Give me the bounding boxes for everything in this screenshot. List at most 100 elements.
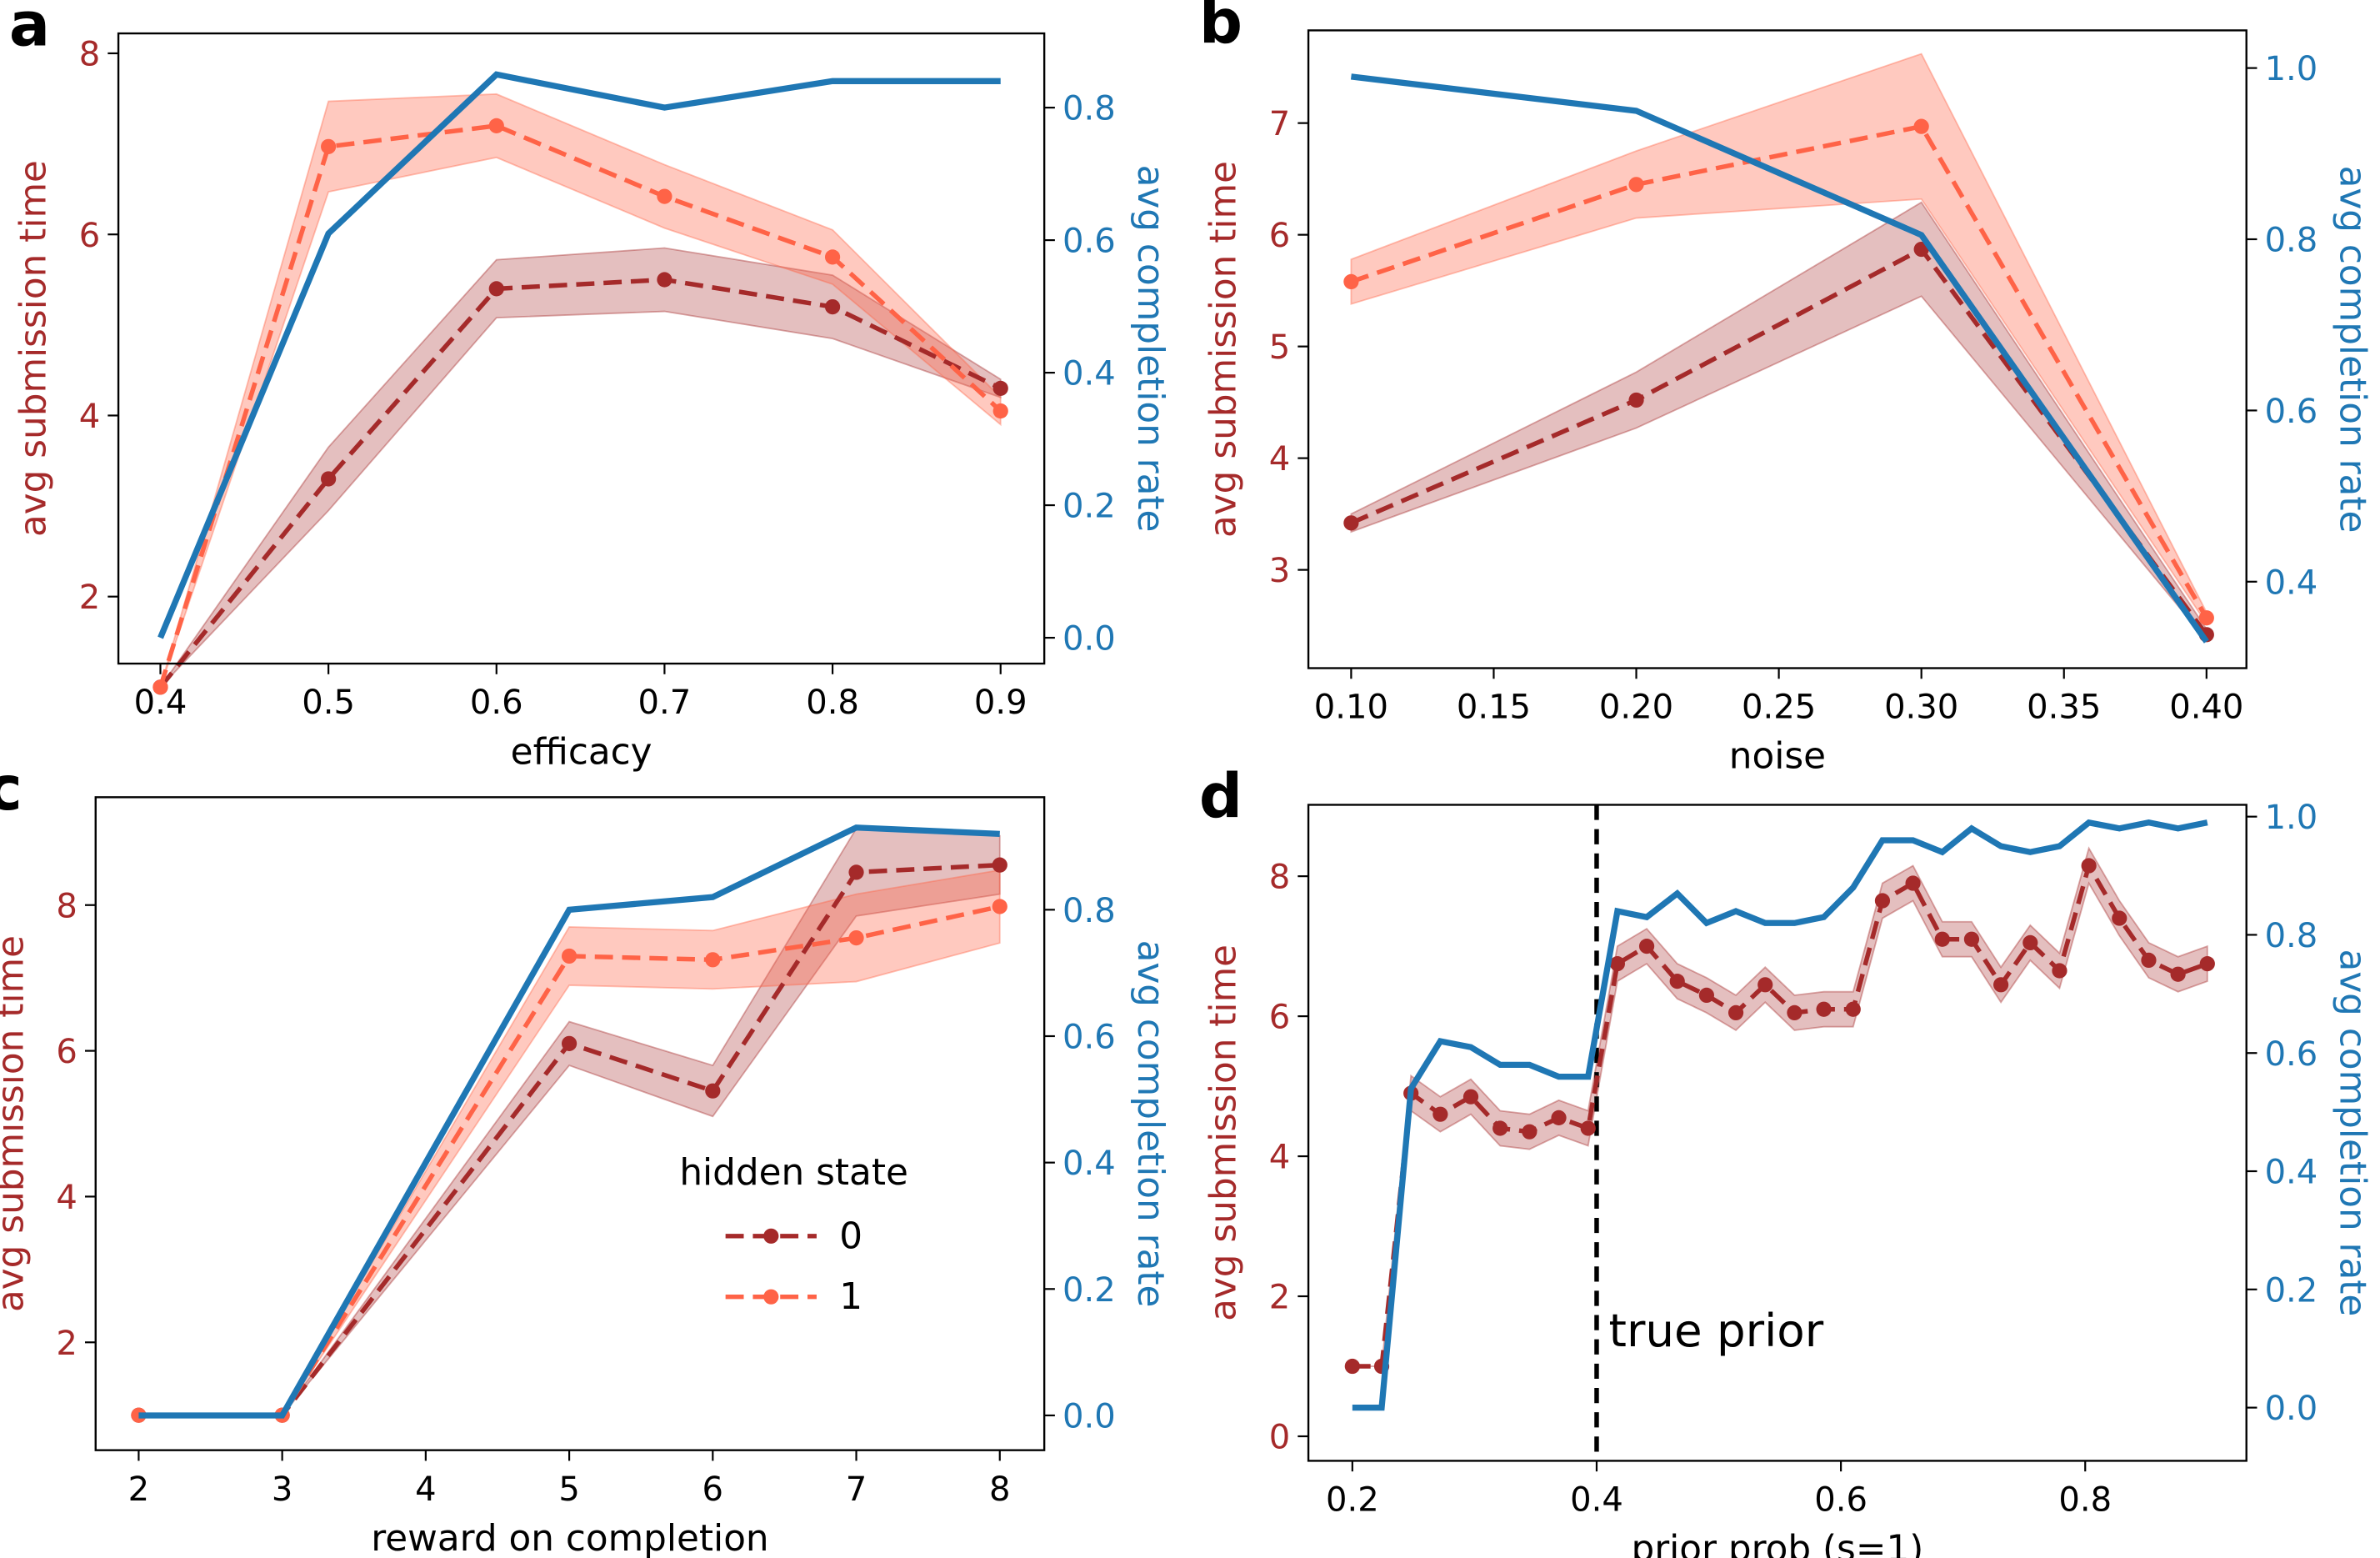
x-tick-label: 0.8 bbox=[2058, 1481, 2112, 1520]
subplot: c 2 3 4 5 6 7 8 2 4 6 8 0.0 0.2 0.4 0.6 0.8 reward on com… bbox=[0, 754, 1172, 1558]
marker bbox=[1913, 118, 1929, 134]
marker bbox=[1728, 1004, 1744, 1021]
x-axis-label: prior prob (s=1) bbox=[1631, 1528, 1923, 1558]
x-tick-label: 0.15 bbox=[1457, 689, 1531, 727]
marker bbox=[1758, 977, 1773, 993]
marker bbox=[1963, 931, 1980, 947]
y2-tick-label: 0.2 bbox=[2265, 1271, 2318, 1310]
y2-tick-label: 0.4 bbox=[2265, 564, 2318, 602]
marker bbox=[321, 471, 337, 487]
annotation: true prior bbox=[1609, 1304, 1824, 1357]
marker bbox=[992, 403, 1008, 419]
legend-title: hidden state bbox=[679, 1151, 908, 1194]
marker bbox=[1669, 974, 1685, 989]
y2-tick-label: 0.2 bbox=[1062, 1271, 1116, 1310]
x-tick-label: 0.35 bbox=[2027, 689, 2101, 727]
marker bbox=[1343, 273, 1359, 290]
y-tick-label: 3 bbox=[1269, 552, 1290, 590]
y-tick-label: 6 bbox=[1269, 217, 1290, 255]
y-tick-label: 2 bbox=[1269, 1279, 1290, 1317]
y-tick-label: 7 bbox=[1269, 105, 1290, 143]
panel-label: d bbox=[1199, 761, 1242, 832]
y-axis-label: avg submission time bbox=[12, 160, 55, 537]
marker bbox=[992, 380, 1008, 396]
y-tick-label: 8 bbox=[56, 887, 77, 925]
x-tick-label: 7 bbox=[846, 1470, 867, 1509]
legend-marker bbox=[763, 1289, 779, 1305]
x-tick-label: 0.20 bbox=[1599, 689, 1673, 727]
x-tick-label: 0.4 bbox=[1570, 1481, 1623, 1520]
marker bbox=[561, 1035, 578, 1051]
x-tick-label: 0.40 bbox=[2169, 689, 2243, 727]
y-tick-label: 2 bbox=[56, 1325, 77, 1363]
y2-tick-label: 0.4 bbox=[1062, 355, 1116, 393]
x-tick-label: 0.30 bbox=[1884, 689, 1958, 727]
line bbox=[1350, 73, 2209, 644]
marker bbox=[1343, 515, 1359, 531]
x-axis-label: noise bbox=[1729, 735, 1826, 778]
marker bbox=[1492, 1120, 1508, 1136]
marker bbox=[1551, 1110, 1567, 1125]
marker bbox=[2198, 610, 2214, 626]
y-tick-label: 6 bbox=[1269, 999, 1290, 1037]
marker bbox=[1580, 1120, 1596, 1136]
y-tick-label: 6 bbox=[79, 217, 100, 255]
x-tick-label: 2 bbox=[128, 1470, 149, 1509]
panel-label: a bbox=[9, 0, 50, 61]
y-axis-label: avg submission time bbox=[0, 935, 32, 1312]
marker bbox=[2112, 910, 2128, 926]
panel-label: b bbox=[1199, 0, 1242, 58]
marker bbox=[561, 948, 578, 964]
marker bbox=[1638, 939, 1655, 954]
y2-tick-label: 0.8 bbox=[1062, 892, 1116, 930]
marker bbox=[992, 899, 1008, 914]
marker bbox=[2022, 934, 2038, 951]
y2-tick-label: 0.0 bbox=[1062, 1398, 1116, 1436]
x-tick-label: 0.4 bbox=[134, 684, 188, 722]
line bbox=[158, 71, 1001, 639]
y-tick-label: 6 bbox=[56, 1033, 77, 1071]
y2-axis-label: avg completion rate bbox=[1129, 940, 1172, 1308]
marker bbox=[1609, 956, 1625, 972]
y2-tick-label: 0.4 bbox=[1062, 1145, 1116, 1183]
line bbox=[138, 824, 1000, 1419]
x-tick-label: 4 bbox=[415, 1470, 436, 1509]
marker bbox=[824, 249, 841, 265]
panel-label: c bbox=[0, 754, 22, 824]
y2-tick-label: 1.0 bbox=[2265, 50, 2318, 88]
x-tick-label: 0.7 bbox=[638, 684, 692, 722]
x-tick-label: 0.10 bbox=[1314, 689, 1388, 727]
x-axis-label: reward on completion bbox=[371, 1517, 768, 1558]
x-tick-label: 0.25 bbox=[1742, 689, 1816, 727]
marker bbox=[705, 952, 721, 968]
subplot: b 0.10 0.15 0.20 0.25 0.30 0.35 0.40 3 4 5 6 7 0.4 0.6… bbox=[1199, 0, 2374, 778]
y2-axis-label: avg completion rate bbox=[2332, 949, 2374, 1317]
marker bbox=[657, 188, 672, 204]
y2-axis-label: avg completion rate bbox=[2332, 166, 2374, 534]
y-axis-label: avg submission time bbox=[1202, 161, 1245, 538]
x-axis-label: efficacy bbox=[511, 730, 652, 773]
marker bbox=[1816, 1001, 1832, 1017]
marker bbox=[1628, 177, 1644, 193]
x-tick-label: 0.2 bbox=[1326, 1481, 1379, 1520]
y2-tick-label: 0.0 bbox=[2265, 1390, 2318, 1428]
y-tick-label: 4 bbox=[1269, 1139, 1290, 1177]
dashed-line bbox=[158, 277, 1002, 689]
marker bbox=[1993, 977, 2009, 993]
y2-tick-label: 0.6 bbox=[2265, 393, 2318, 431]
y2-tick-label: 0.0 bbox=[1062, 620, 1116, 659]
dashed-line bbox=[1350, 246, 2209, 636]
marker bbox=[705, 1083, 721, 1099]
y2-tick-label: 0.8 bbox=[1062, 90, 1116, 128]
error-band bbox=[159, 93, 1002, 688]
marker bbox=[992, 857, 1008, 873]
x-tick-label: 5 bbox=[558, 1470, 579, 1509]
legend-label: 0 bbox=[839, 1215, 862, 1257]
marker bbox=[848, 864, 864, 880]
marker bbox=[824, 298, 841, 315]
y-tick-label: 4 bbox=[1269, 440, 1290, 478]
y-tick-label: 5 bbox=[1269, 328, 1290, 367]
y-tick-label: 0 bbox=[1269, 1419, 1290, 1457]
x-tick-label: 0.6 bbox=[1814, 1481, 1868, 1520]
